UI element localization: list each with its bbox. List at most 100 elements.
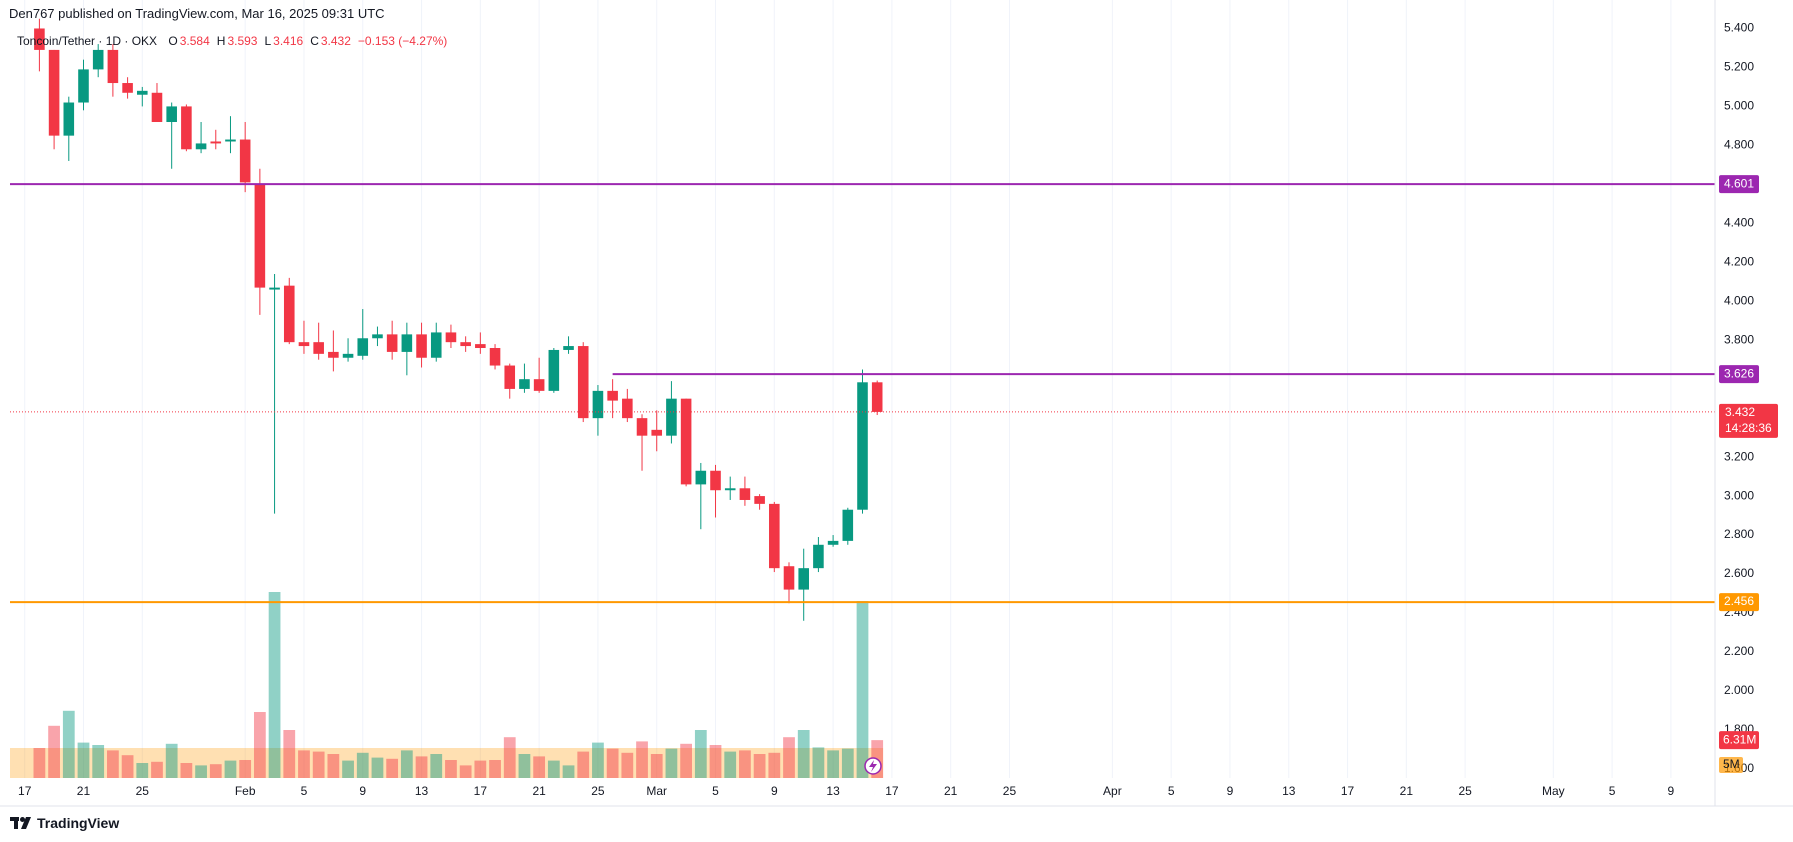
x-tick-label: 5 bbox=[1609, 784, 1616, 798]
volume-bar bbox=[165, 743, 178, 778]
volume-pane bbox=[10, 592, 884, 778]
volume-bar bbox=[415, 756, 428, 778]
candle-body bbox=[298, 342, 310, 347]
candle-body bbox=[386, 334, 398, 352]
x-tick-label: 25 bbox=[1458, 784, 1472, 798]
volume-bar bbox=[400, 750, 413, 778]
volume-bar bbox=[459, 765, 472, 778]
candle-body bbox=[695, 470, 707, 485]
volume-bar bbox=[812, 747, 825, 778]
x-tick-label: 5 bbox=[1168, 784, 1175, 798]
volume-bar bbox=[694, 730, 707, 778]
candle-body bbox=[195, 143, 207, 150]
candle-body bbox=[445, 332, 457, 343]
x-tick-label: 21 bbox=[532, 784, 546, 798]
event-bolt bbox=[869, 760, 877, 772]
candle-body bbox=[519, 379, 530, 389]
x-tick-label: 13 bbox=[826, 784, 840, 798]
candle-body bbox=[548, 349, 560, 391]
volume-bar bbox=[518, 754, 531, 778]
y-tick-label: 4.000 bbox=[1724, 293, 1754, 307]
level-tag-label: 3.626 bbox=[1724, 366, 1754, 380]
candle-body bbox=[401, 334, 413, 352]
volume-bar bbox=[856, 601, 869, 778]
legend-change: −0.153 (−4.27%) bbox=[357, 34, 448, 48]
candle-body bbox=[710, 470, 721, 491]
candle-body bbox=[489, 348, 501, 366]
candle-body bbox=[372, 334, 383, 339]
candle-body bbox=[430, 332, 442, 358]
level-tag bbox=[1719, 365, 1759, 384]
x-tick-label: 17 bbox=[885, 784, 899, 798]
x-tick-label: Feb bbox=[235, 784, 256, 798]
publisher: Den767 published on TradingView.com, Mar… bbox=[9, 6, 385, 21]
volume-bar bbox=[753, 754, 766, 778]
candle-body bbox=[798, 568, 809, 590]
volume-bar bbox=[606, 748, 619, 778]
logo-part bbox=[20, 817, 25, 822]
volume-bar bbox=[356, 752, 369, 778]
volume-bar bbox=[739, 750, 751, 778]
candle-body bbox=[533, 379, 545, 391]
volume-bar bbox=[783, 737, 795, 778]
x-tick-label: 17 bbox=[1341, 784, 1355, 798]
y-tick-label: 2.800 bbox=[1724, 527, 1754, 541]
x-tick-label: 21 bbox=[1400, 784, 1414, 798]
last-price-label: 3.432 bbox=[1725, 405, 1755, 419]
candle-body bbox=[136, 90, 148, 95]
candle-body bbox=[328, 351, 339, 358]
event-icon bbox=[864, 757, 882, 775]
candle-body bbox=[460, 342, 471, 347]
legend-value: 3.416 bbox=[273, 34, 304, 48]
candle-body bbox=[63, 102, 75, 136]
volume-bar bbox=[489, 760, 501, 778]
volume-bar bbox=[224, 760, 237, 778]
volume-bar bbox=[680, 743, 692, 778]
y-tick-label: 4.200 bbox=[1724, 254, 1754, 268]
volume-bar bbox=[768, 752, 781, 778]
candle-body bbox=[151, 92, 163, 123]
candle-body bbox=[78, 69, 89, 103]
volume-bar bbox=[48, 725, 60, 778]
price-tags: 4.601 3.626 2.456 3.432 14:28:36 6.31M 5M bbox=[1719, 175, 1778, 773]
candle-body bbox=[48, 49, 60, 136]
y-tick-label: 2.000 bbox=[1724, 683, 1754, 697]
candle-body bbox=[577, 346, 589, 419]
volume-bar bbox=[327, 754, 340, 778]
volume-ma-tag bbox=[1719, 757, 1743, 773]
candle-body bbox=[475, 344, 486, 349]
volume-bar bbox=[268, 592, 281, 778]
volume-bar bbox=[445, 760, 457, 778]
volume-bar bbox=[592, 742, 604, 778]
grid bbox=[24, 0, 1672, 778]
legend-value: 3.584 bbox=[179, 34, 210, 48]
last-price-tag bbox=[1719, 403, 1778, 438]
volume-bar bbox=[562, 765, 575, 778]
volume-bar bbox=[474, 760, 487, 778]
volume-bar bbox=[503, 737, 516, 778]
level-tag bbox=[1719, 593, 1759, 612]
candle-body bbox=[666, 398, 677, 436]
x-tick-label: 9 bbox=[771, 784, 778, 798]
candle-body bbox=[857, 382, 868, 510]
volume-bar bbox=[724, 751, 737, 778]
candle-body bbox=[166, 106, 177, 123]
volume-ma bbox=[10, 748, 884, 778]
volume-bar bbox=[636, 741, 648, 778]
volume-bar bbox=[547, 760, 560, 778]
x-tick-label: 17 bbox=[18, 784, 32, 798]
volume-bar bbox=[136, 763, 149, 778]
volume-bar bbox=[151, 761, 163, 778]
y-tick-label: 5.000 bbox=[1724, 99, 1754, 113]
x-tick-label: Apr bbox=[1103, 784, 1122, 798]
candle-body bbox=[871, 382, 883, 412]
x-tick-label: 9 bbox=[1668, 784, 1675, 798]
footer-text: TradingView bbox=[37, 815, 120, 831]
level-tag-label: 4.601 bbox=[1724, 176, 1754, 190]
candle-body bbox=[607, 390, 618, 401]
volume-bar bbox=[577, 751, 590, 778]
volume-bar bbox=[209, 764, 222, 778]
volume-bar bbox=[253, 712, 266, 778]
